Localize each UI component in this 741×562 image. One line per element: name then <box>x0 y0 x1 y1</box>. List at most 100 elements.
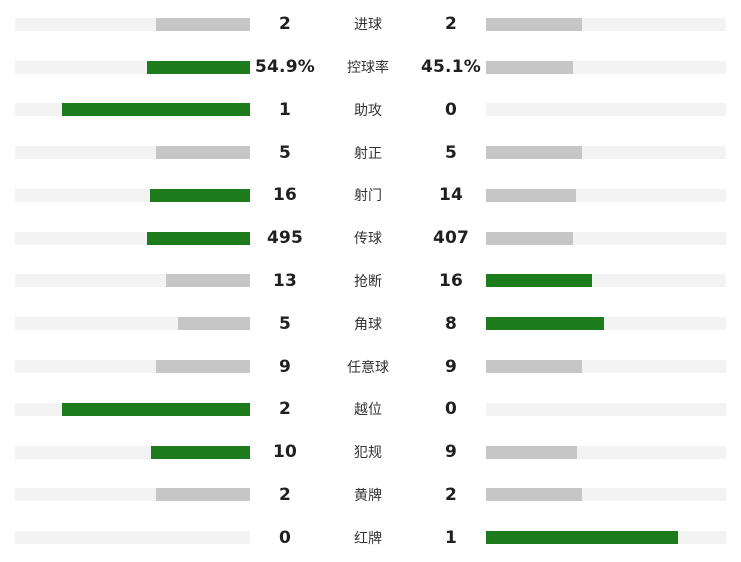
stat-row: 5 射正 5 <box>15 143 726 163</box>
stat-label: 助攻 <box>354 102 382 119</box>
stat-label: 犯规 <box>354 445 382 462</box>
away-stat-bar-track <box>486 360 726 373</box>
stat-label: 黄牌 <box>354 487 382 504</box>
stat-label: 进球 <box>354 17 382 34</box>
stat-row: 2 黄牌 2 <box>15 485 726 505</box>
home-stat-bar-track <box>15 146 250 160</box>
stat-row: 495 传球 407 <box>15 228 726 248</box>
home-stat-value: 2 <box>278 484 292 505</box>
home-stat-bar-track <box>15 317 250 331</box>
away-stat-bar <box>486 231 573 245</box>
home-stat-value: 495 <box>266 228 304 249</box>
stat-row: 10 犯规 9 <box>15 442 726 462</box>
away-stat-bar-track <box>486 274 726 288</box>
home-stat-value: 10 <box>272 442 298 463</box>
away-stat-bar <box>486 188 576 202</box>
home-stat-bar-track <box>15 402 250 416</box>
home-stat-bar <box>62 103 250 117</box>
away-stat-bar-track <box>486 188 726 202</box>
away-stat-value: 16 <box>438 270 464 291</box>
home-stat-bar-track <box>15 60 250 74</box>
home-stat-value: 9 <box>278 356 292 377</box>
away-stat-bar-track <box>486 488 726 502</box>
away-stat-value: 14 <box>438 185 464 206</box>
home-stat-value: 16 <box>272 185 298 206</box>
stat-row: 0 红牌 1 <box>15 528 726 548</box>
home-stat-value: 0 <box>278 527 292 548</box>
home-stat-bar-track <box>15 531 250 545</box>
away-stat-value: 1 <box>444 527 458 548</box>
away-stat-value: 9 <box>444 356 458 377</box>
stat-label: 角球 <box>354 316 382 333</box>
home-stat-bar <box>156 146 250 160</box>
home-stat-bar-track <box>15 188 250 202</box>
away-stat-bar <box>486 360 582 373</box>
stat-label: 越位 <box>354 402 382 419</box>
home-stat-bar <box>177 317 250 331</box>
stat-row: 9 任意球 9 <box>15 357 726 377</box>
stat-label: 控球率 <box>347 60 389 77</box>
home-stat-bar-track <box>15 17 250 31</box>
home-stat-value: 54.9% <box>255 57 315 78</box>
home-stat-value: 5 <box>278 313 292 334</box>
stat-label: 射正 <box>354 145 382 162</box>
stat-row: 16 射门 14 <box>15 185 726 205</box>
away-stat-value: 5 <box>444 142 458 163</box>
home-stat-bar <box>149 188 250 202</box>
stat-row: 2 进球 2 <box>15 14 726 34</box>
away-stat-bar <box>486 60 573 74</box>
home-stat-bar <box>146 231 250 245</box>
away-stat-bar <box>486 274 592 288</box>
home-stat-value: 13 <box>272 270 298 291</box>
stat-label: 红牌 <box>354 530 382 547</box>
away-stat-bar-track <box>486 60 726 74</box>
away-stat-bar-track <box>486 103 726 117</box>
home-stat-value: 2 <box>278 399 292 420</box>
away-stat-bar-track <box>486 531 726 545</box>
stat-label: 抢断 <box>354 273 382 290</box>
home-stat-bar-track <box>15 231 250 245</box>
away-stat-bar <box>486 531 678 545</box>
away-stat-bar-track <box>486 146 726 160</box>
away-stat-value: 407 <box>432 228 470 249</box>
away-stat-bar-track <box>486 445 726 459</box>
away-stat-bar <box>486 146 582 160</box>
away-stat-value: 2 <box>444 14 458 35</box>
home-stat-bar <box>156 488 250 502</box>
away-stat-bar-track <box>486 231 726 245</box>
away-stat-bar <box>486 17 582 31</box>
away-stat-bar-track <box>486 402 726 416</box>
home-stat-bar <box>156 17 250 31</box>
stat-row: 5 角球 8 <box>15 314 726 334</box>
away-stat-value: 45.1% <box>421 57 481 78</box>
away-stat-value: 0 <box>444 99 458 120</box>
away-stat-bar <box>486 445 577 459</box>
away-stat-bar-track <box>486 17 726 31</box>
home-stat-bar-track <box>15 103 250 117</box>
away-stat-value: 0 <box>444 399 458 420</box>
away-stat-bar-track <box>486 317 726 331</box>
home-stat-value: 5 <box>278 142 292 163</box>
stat-row: 54.9% 控球率 45.1% <box>15 57 726 77</box>
home-stat-bar <box>156 360 250 373</box>
away-stat-value: 8 <box>444 313 458 334</box>
home-stat-bar <box>62 402 250 416</box>
home-stat-bar-track <box>15 488 250 502</box>
stat-label: 射门 <box>354 188 382 205</box>
stat-row: 13 抢断 16 <box>15 271 726 291</box>
stat-label: 传球 <box>354 231 382 248</box>
home-stat-bar <box>146 60 250 74</box>
away-stat-value: 2 <box>444 484 458 505</box>
away-stat-value: 9 <box>444 442 458 463</box>
home-stat-bar-track <box>15 445 250 459</box>
home-stat-value: 1 <box>278 99 292 120</box>
home-stat-bar <box>165 274 250 288</box>
home-stat-value: 2 <box>278 14 292 35</box>
home-stat-bar-track <box>15 274 250 288</box>
stat-label: 任意球 <box>347 359 389 376</box>
stat-row: 2 越位 0 <box>15 399 726 419</box>
home-stat-bar <box>151 445 250 459</box>
away-stat-bar <box>486 317 605 331</box>
home-stat-bar-track <box>15 360 250 373</box>
